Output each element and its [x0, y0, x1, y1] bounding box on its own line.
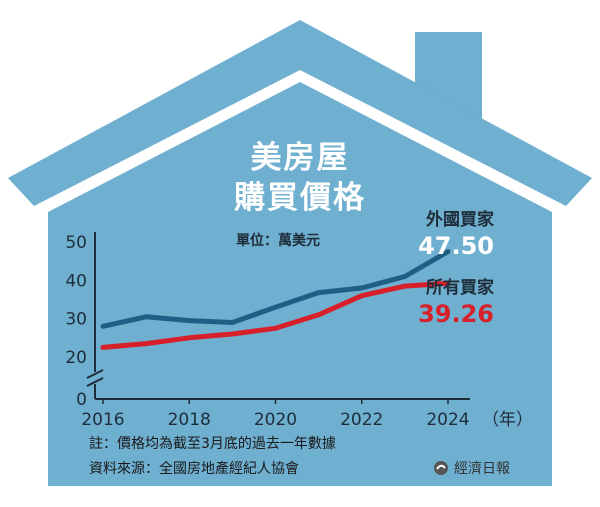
x-tick-label: 2020	[254, 410, 297, 430]
series-lines	[100, 249, 451, 350]
chart-subtitle: 購買價格	[234, 180, 366, 216]
x-tick-label: 2016	[81, 410, 124, 430]
y-tick-label: 20	[65, 348, 87, 368]
brand-logo-icon	[434, 461, 448, 475]
y-axis-ticks: 0 20 30 40 50	[65, 233, 87, 410]
footnote: 註：價格均為截至3月底的過去一年數據	[89, 436, 336, 452]
y-tick-label: 0	[76, 390, 87, 410]
series-line-all-buyers	[100, 280, 451, 350]
axis-break-mark	[86, 369, 104, 387]
x-axis-label: （年）	[482, 410, 533, 430]
series-value-all-buyers: 39.26	[418, 300, 494, 328]
y-tick-label: 40	[65, 271, 87, 291]
series-label-all-buyers: 所有買家	[426, 278, 494, 298]
series-label-foreign-buyers: 外國買家	[426, 210, 494, 230]
x-tick-label: 2024	[426, 410, 469, 430]
x-tick-label: 2018	[168, 410, 211, 430]
house-body	[48, 82, 552, 486]
y-tick-label: 30	[65, 310, 87, 330]
x-axis-ticks: 2016 2018 2020 2022 2024 （年）	[81, 399, 533, 430]
chart-title: 美房屋	[250, 140, 350, 176]
roof	[8, 20, 592, 206]
brand-name-text: 經濟日報	[454, 461, 510, 477]
y-tick-label: 50	[65, 233, 87, 253]
x-tick-label: 2022	[340, 410, 383, 430]
series-line-foreign-buyers	[100, 249, 451, 329]
brand-name: 經濟日報	[434, 458, 510, 478]
data-source: 資料來源：全國房地產經紀人協會	[89, 461, 299, 477]
series-value-foreign-buyers: 47.50	[418, 232, 494, 260]
chart-axes	[86, 232, 470, 400]
unit-label: 單位：萬美元	[236, 233, 320, 249]
